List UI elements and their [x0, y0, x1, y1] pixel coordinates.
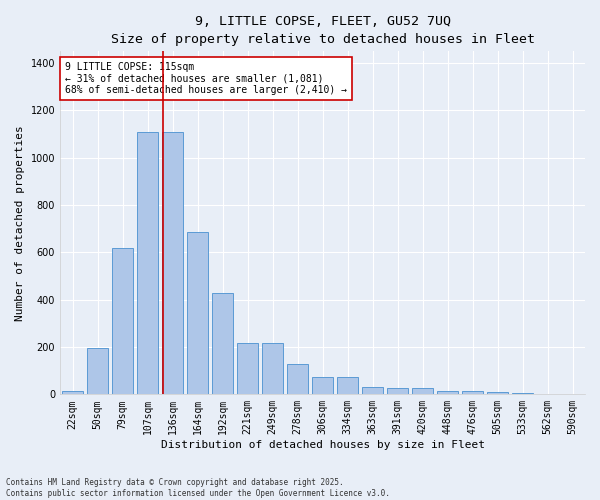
Bar — [412, 388, 433, 394]
Bar — [512, 393, 533, 394]
Bar — [62, 391, 83, 394]
Bar — [487, 392, 508, 394]
Bar — [287, 364, 308, 394]
Bar — [162, 132, 183, 394]
Bar — [137, 132, 158, 394]
Bar — [437, 391, 458, 394]
Bar — [362, 387, 383, 394]
Bar — [312, 376, 333, 394]
Bar — [87, 348, 108, 395]
Bar — [337, 376, 358, 394]
Bar — [112, 248, 133, 394]
Bar — [262, 344, 283, 394]
Bar — [187, 232, 208, 394]
Title: 9, LITTLE COPSE, FLEET, GU52 7UQ
Size of property relative to detached houses in: 9, LITTLE COPSE, FLEET, GU52 7UQ Size of… — [110, 15, 535, 46]
Text: 9 LITTLE COPSE: 115sqm
← 31% of detached houses are smaller (1,081)
68% of semi-: 9 LITTLE COPSE: 115sqm ← 31% of detached… — [65, 62, 347, 95]
Text: Contains HM Land Registry data © Crown copyright and database right 2025.
Contai: Contains HM Land Registry data © Crown c… — [6, 478, 390, 498]
Bar — [387, 388, 408, 394]
X-axis label: Distribution of detached houses by size in Fleet: Distribution of detached houses by size … — [161, 440, 485, 450]
Y-axis label: Number of detached properties: Number of detached properties — [15, 125, 25, 320]
Bar — [237, 344, 258, 394]
Bar — [462, 392, 483, 394]
Bar — [212, 292, 233, 394]
